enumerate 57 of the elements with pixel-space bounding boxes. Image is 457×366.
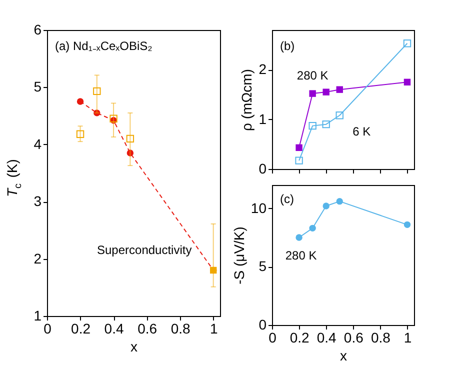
x-axis-title: x: [340, 348, 347, 364]
point: [93, 87, 101, 96]
point: [309, 224, 316, 232]
point: [336, 112, 344, 120]
point: [296, 234, 302, 241]
point: [94, 110, 100, 116]
series-label: 6 K: [352, 124, 371, 138]
point: [126, 150, 134, 156]
y-tick-label: 10: [250, 200, 267, 216]
y-tick-label: 2: [258, 61, 267, 78]
annotation: Superconductivity: [97, 243, 192, 257]
point: [404, 221, 411, 228]
x-tick-label: 1: [210, 320, 218, 336]
point: [126, 134, 134, 143]
x-axis-title: x: [130, 338, 138, 354]
y-tick-label: 1: [34, 308, 42, 324]
point: [309, 90, 316, 97]
point: [295, 156, 303, 164]
point: [110, 114, 118, 123]
x-tick-label: 0.6: [138, 320, 158, 336]
x-tick-label: 0.4: [104, 320, 124, 336]
x-tick-label: 0.4: [316, 330, 337, 346]
annotation: (c): [280, 192, 294, 206]
point: [308, 122, 316, 130]
x-tick-label: 0.2: [290, 330, 310, 346]
y-tick-label: 1: [258, 110, 267, 127]
y-tick-label: 6: [34, 22, 42, 38]
point: [322, 202, 330, 210]
x-tick-label: 0.8: [170, 320, 191, 336]
series-label: 280 K: [285, 248, 317, 262]
point: [76, 130, 84, 138]
y-axis-title: Tc (K): [4, 159, 24, 197]
point: [322, 120, 330, 128]
x-tick-label: 0.2: [71, 320, 91, 336]
y-tick-label: 5: [34, 78, 42, 95]
point: [336, 86, 343, 93]
point: [76, 98, 84, 105]
x-tick-label: 0: [268, 330, 277, 346]
point: [322, 88, 330, 96]
y-tick-label: 5: [258, 258, 267, 274]
x-tick-label: 0.8: [370, 330, 391, 346]
annotation: (b): [280, 39, 295, 53]
x-tick-label: 0: [44, 320, 52, 336]
y-tick-label: 2: [34, 250, 42, 266]
point: [403, 40, 412, 48]
annotation: (a) Nd₁₋ₓCeₓOBiS₂: [55, 39, 153, 53]
x-tick-label: 1: [404, 330, 412, 346]
y-axis-title: -S (μV/K): [230, 226, 247, 284]
point: [296, 144, 302, 152]
y-tick-label: 3: [34, 193, 42, 210]
point: [404, 78, 411, 86]
y-axis-title: ρ (mΩcm): [238, 69, 255, 131]
series-label: 280 K: [296, 68, 328, 83]
y-tick-label: 0: [258, 160, 267, 176]
y-tick-label: 4: [34, 136, 42, 152]
x-tick-label: 0.6: [344, 330, 364, 346]
point: [336, 198, 343, 205]
